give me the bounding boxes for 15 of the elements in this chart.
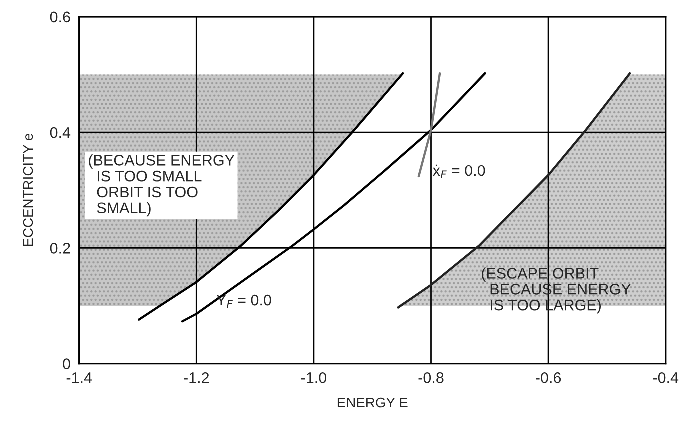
y-tick-label: 0 (63, 358, 70, 370)
annotation: Y$_{F}$ = 0.0 (216, 294, 272, 308)
x-tick-label: -1.2 (184, 372, 210, 384)
y-tick-label: 0.2 (50, 243, 70, 254)
x-tick-label: -1.4 (66, 372, 92, 384)
annotation: (BECAUSE ENERGY IS TOO SMALL ORBIT IS TOO SMALL) (89, 154, 235, 217)
y-axis-title: ECCENTRICITY e (23, 134, 34, 246)
y-tick-label: 0.6 (50, 12, 70, 23)
annotation: ẋ$_{F}$ = 0.0 (432, 164, 486, 179)
x-axis-title: ENERGY E (338, 398, 408, 408)
x-tick-label: -0.6 (536, 372, 562, 384)
x-tick-label: -1.0 (301, 372, 327, 384)
x-tick-label: -0.4 (653, 372, 679, 384)
x-tick-label: -0.8 (418, 372, 444, 384)
y-tick-label: 0.4 (50, 127, 71, 138)
